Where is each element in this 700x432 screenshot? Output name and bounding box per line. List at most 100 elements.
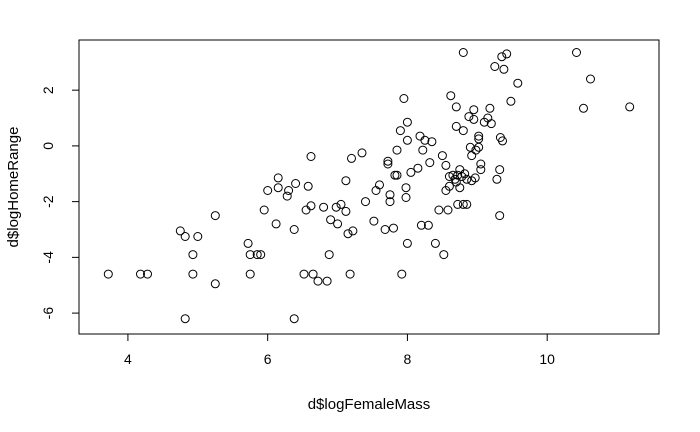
data-point-79 [437,151,447,161]
data-point-96 [457,172,467,181]
data-point-121 [492,174,502,184]
data-point-28 [303,181,313,191]
data-point-20 [273,173,283,183]
y-tick-label-1: -4 [40,251,56,264]
data-point-1 [136,269,145,279]
data-point-103 [464,112,474,122]
data-point-15 [256,250,266,260]
data-point-134 [625,102,635,112]
data-point-5 [180,314,190,324]
data-point-48 [369,216,379,226]
x-axis: 4 6 8 10 [124,333,555,367]
x-axis-label: d$logFemaleMass [308,396,431,413]
data-point-42 [343,229,353,239]
y-axis-label: d$logHomeRange [5,127,22,248]
data-point-44 [347,153,356,163]
data-point-62 [399,94,409,103]
data-point-25 [289,314,299,324]
data-point-7 [188,269,198,279]
data-point-61 [397,269,407,279]
data-point-34 [322,276,332,286]
data-point-9 [210,211,220,221]
data-point-95 [455,183,465,193]
data-point-70 [415,131,425,141]
data-point-120 [490,62,500,71]
data-point-77 [430,238,440,248]
data-point-6 [188,250,198,260]
data-point-4 [180,232,190,241]
data-point-55 [385,197,395,207]
data-point-101 [462,174,472,184]
data-point-57 [390,170,400,180]
data-point-43 [345,269,355,279]
data-point-12 [245,250,255,260]
data-point-11 [243,238,253,248]
data-point-40 [341,176,351,186]
data-point-21 [282,191,292,201]
data-point-24 [291,179,301,188]
data-point-122 [495,211,505,221]
data-point-73 [420,135,430,145]
data-point-16 [259,205,269,215]
data-point-89 [451,102,461,112]
data-point-31 [308,269,318,279]
y-axis: -6 -4 -2 0 2 [40,86,80,320]
data-point-127 [499,64,509,74]
data-point-27 [301,205,311,215]
data-point-63 [401,183,411,193]
plot-frame [78,39,660,335]
data-point-130 [513,78,523,88]
data-point-100 [460,169,470,179]
data-point-69 [413,163,423,173]
data-point-107 [469,105,479,115]
data-point-131 [572,48,581,57]
data-point-52 [383,156,393,166]
data-point-110 [471,145,481,155]
y-tick-label-3: 0 [40,142,56,150]
data-point-98 [458,126,468,136]
data-point-56 [389,223,398,233]
data-point-13 [245,269,255,279]
data-point-38 [333,219,343,229]
data-point-68 [406,167,416,177]
data-point-10 [210,279,220,289]
y-tick-label-0: -6 [40,307,56,320]
data-point-115 [476,165,486,175]
data-point-133 [586,74,595,84]
data-point-39 [336,199,346,209]
data-point-108 [469,114,479,124]
data-point-76 [427,137,437,147]
data-point-0 [103,269,113,279]
data-point-72 [418,145,428,155]
data-point-125 [497,52,507,62]
data-point-59 [392,145,402,155]
data-point-23 [289,225,299,234]
data-point-71 [416,220,426,230]
data-point-109 [470,173,480,183]
data-point-65 [402,135,412,145]
data-point-29 [306,152,316,161]
data-point-50 [375,180,384,190]
x-tick-label-3: 10 [539,351,555,367]
data-point-83 [443,205,453,215]
data-point-75 [425,158,435,168]
data-point-113 [474,142,484,152]
data-point-3 [175,226,185,236]
data-point-92 [453,170,463,180]
data-point-19 [273,183,283,193]
data-point-54 [385,190,395,200]
data-point-111 [474,131,484,141]
data-point-64 [401,193,411,202]
data-point-18 [271,219,281,229]
data-point-30 [306,201,316,211]
data-point-67 [402,238,412,248]
data-point-93 [453,199,463,209]
data-points [103,48,635,324]
x-tick-label-0: 4 [124,351,132,367]
data-point-60 [395,126,405,136]
data-point-66 [402,117,412,127]
data-point-51 [380,225,390,234]
data-point-2 [143,269,152,279]
data-point-118 [485,103,495,113]
